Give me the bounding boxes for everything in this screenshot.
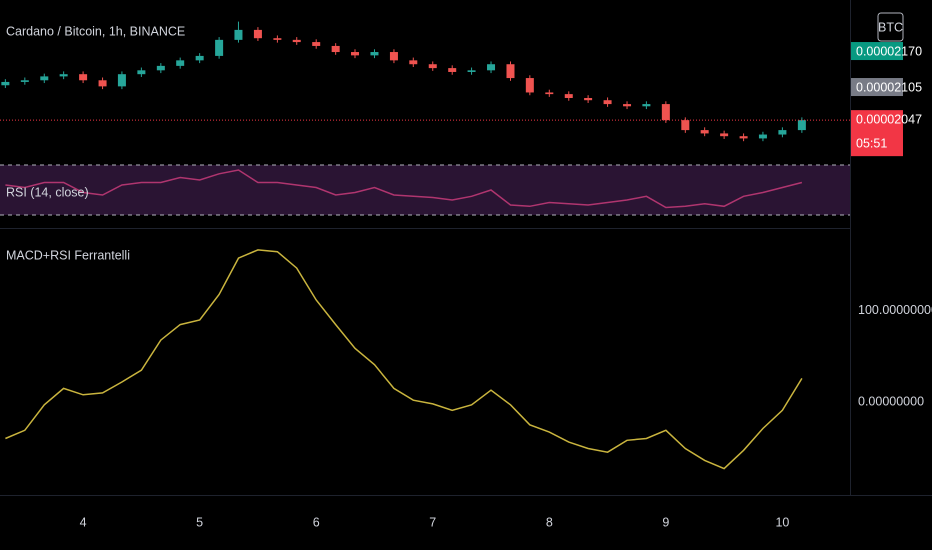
price-tag	[851, 110, 903, 157]
candle-body	[448, 68, 457, 72]
candle-body	[720, 133, 729, 137]
candle-body	[603, 100, 612, 105]
candle-body	[137, 70, 146, 75]
candle-body	[545, 92, 554, 95]
candle-body	[176, 60, 185, 66]
candle-body	[156, 65, 165, 71]
candle-body	[1, 81, 10, 86]
x-tick-label: 4	[80, 515, 87, 529]
price-tag	[851, 42, 903, 61]
indicator-line	[5, 169, 803, 209]
candle-body	[195, 55, 204, 61]
candle-body	[253, 29, 262, 39]
candle-body	[273, 38, 282, 40]
candle-body	[234, 29, 243, 40]
pane-title: MACD+RSI Ferrantelli	[6, 248, 130, 262]
x-tick-label: 7	[429, 515, 436, 529]
candle-body	[623, 104, 632, 107]
y-tick-label: 100.00000000	[858, 303, 932, 317]
y-tick-label: 0.00000000	[858, 394, 924, 408]
x-tick-label: 8	[546, 515, 553, 529]
candle-body	[117, 74, 126, 87]
currency-button-label[interactable]: BTC	[878, 20, 903, 34]
candle-body	[584, 97, 593, 101]
candle-body	[758, 134, 767, 139]
candle-body	[40, 76, 49, 81]
indicator-line	[5, 249, 803, 470]
price-tag	[851, 78, 903, 97]
candle-body	[409, 60, 418, 65]
candle-body	[487, 64, 496, 71]
candle-body	[797, 120, 806, 131]
price-tag-label: 0.00002170	[856, 44, 922, 58]
candle-body	[467, 70, 476, 72]
candle-body	[506, 64, 515, 79]
candle-body	[661, 104, 670, 121]
candle-body	[739, 136, 748, 139]
candle-body	[642, 104, 651, 107]
candle-body	[215, 39, 224, 56]
x-tick-label: 9	[662, 515, 669, 529]
price-countdown: 05:51	[856, 136, 887, 150]
candle-body	[564, 94, 573, 98]
x-tick-label: 6	[313, 515, 320, 529]
candle-body	[292, 39, 301, 43]
x-tick-label: 5	[196, 515, 203, 529]
candle-body	[331, 45, 340, 53]
candle-body	[351, 52, 360, 56]
currency-button-frame[interactable]	[877, 12, 904, 42]
candle-body	[525, 78, 534, 93]
pane-title: Cardano / Bitcoin, 1h, BINANCE	[6, 24, 185, 38]
candle-body	[59, 74, 68, 77]
price-tag-label: 0.00002047	[856, 112, 922, 126]
pane-title: RSI (14, close)	[6, 185, 89, 199]
candle-body	[389, 52, 398, 61]
candle-body	[98, 80, 107, 87]
price-tag-label: 0.00002105	[856, 80, 922, 94]
candle-body	[681, 120, 690, 131]
candle-body	[312, 42, 321, 46]
candle-body	[428, 64, 437, 69]
candle-body	[370, 52, 379, 56]
candle-body	[700, 130, 709, 134]
x-tick-label: 10	[775, 515, 789, 529]
currency-button[interactable]: BTC	[877, 12, 904, 42]
rsi-band	[0, 165, 850, 215]
candle-body	[79, 74, 88, 81]
candle-body	[778, 130, 787, 135]
candle-body	[20, 80, 29, 82]
